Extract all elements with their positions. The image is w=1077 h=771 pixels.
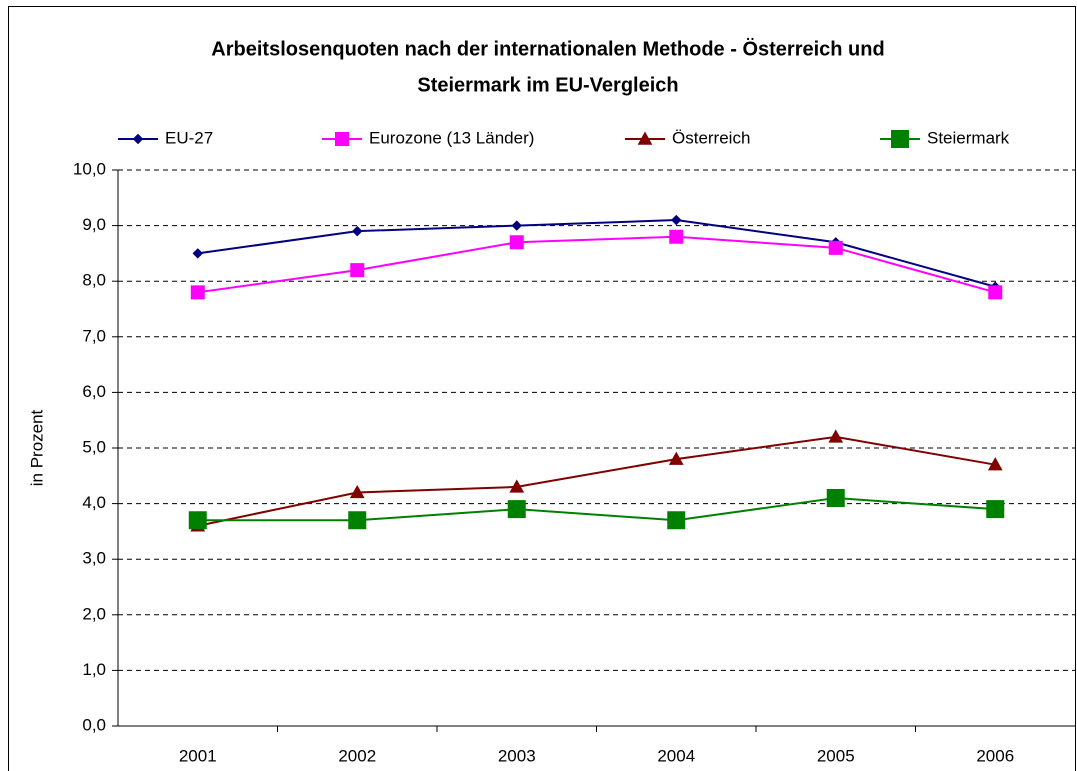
legend-marker — [637, 131, 653, 145]
x-tick-label: 2001 — [179, 746, 217, 765]
x-tick-label: 2003 — [498, 746, 536, 765]
data-point — [509, 479, 525, 493]
data-point — [350, 263, 365, 278]
data-point — [671, 214, 682, 226]
data-point — [507, 500, 526, 519]
legend-marker — [132, 133, 144, 145]
y-tick-label: 8,0 — [82, 271, 106, 290]
y-tick-label: 4,0 — [82, 493, 106, 512]
series-line — [197, 235, 996, 294]
data-point — [509, 235, 524, 250]
data-point — [511, 220, 522, 231]
chart-frame — [8, 6, 1076, 771]
data-point — [987, 457, 1003, 471]
chart-title: Arbeitslosenquoten nach der internationa… — [211, 37, 884, 60]
data-point — [192, 248, 203, 259]
chart-title: Steiermark im EU-Vergleich — [417, 74, 678, 96]
series-line — [197, 435, 996, 527]
x-tick-label: 2004 — [657, 746, 695, 765]
y-tick-label: 7,0 — [82, 326, 106, 345]
data-point — [828, 240, 843, 255]
legend-marker — [891, 130, 909, 148]
y-tick-label: 1,0 — [82, 660, 106, 679]
data-point — [352, 225, 363, 237]
y-tick-label: 5,0 — [82, 437, 106, 456]
data-point — [349, 484, 365, 499]
data-point — [668, 451, 684, 465]
legend-label: Steiermark — [927, 128, 1010, 147]
data-point — [986, 500, 1005, 519]
y-tick-label: 6,0 — [82, 382, 106, 401]
y-tick-label: 10,0 — [73, 159, 106, 178]
y-tick-label: 9,0 — [82, 215, 106, 234]
x-tick-label: 2005 — [817, 746, 855, 765]
y-axis-label: in Prozent — [27, 409, 46, 486]
series-line — [197, 219, 996, 288]
x-tick-label: 2006 — [976, 746, 1014, 765]
y-tick-label: 3,0 — [82, 549, 106, 568]
legend-marker — [335, 132, 349, 146]
data-point — [348, 511, 367, 530]
data-point — [988, 285, 1003, 300]
data-point — [828, 429, 844, 443]
y-tick-label: 2,0 — [82, 604, 106, 623]
data-point — [826, 489, 845, 508]
x-tick-label: 2002 — [338, 746, 376, 765]
data-point — [667, 511, 686, 530]
legend-label: Österreich — [672, 128, 750, 147]
data-point — [190, 285, 205, 300]
data-point — [188, 511, 207, 530]
data-point — [669, 229, 684, 244]
legend-label: Eurozone (13 Länder) — [369, 128, 534, 147]
series-line — [197, 497, 996, 522]
y-tick-label: 0,0 — [82, 715, 106, 734]
legend-label: EU-27 — [165, 128, 213, 147]
